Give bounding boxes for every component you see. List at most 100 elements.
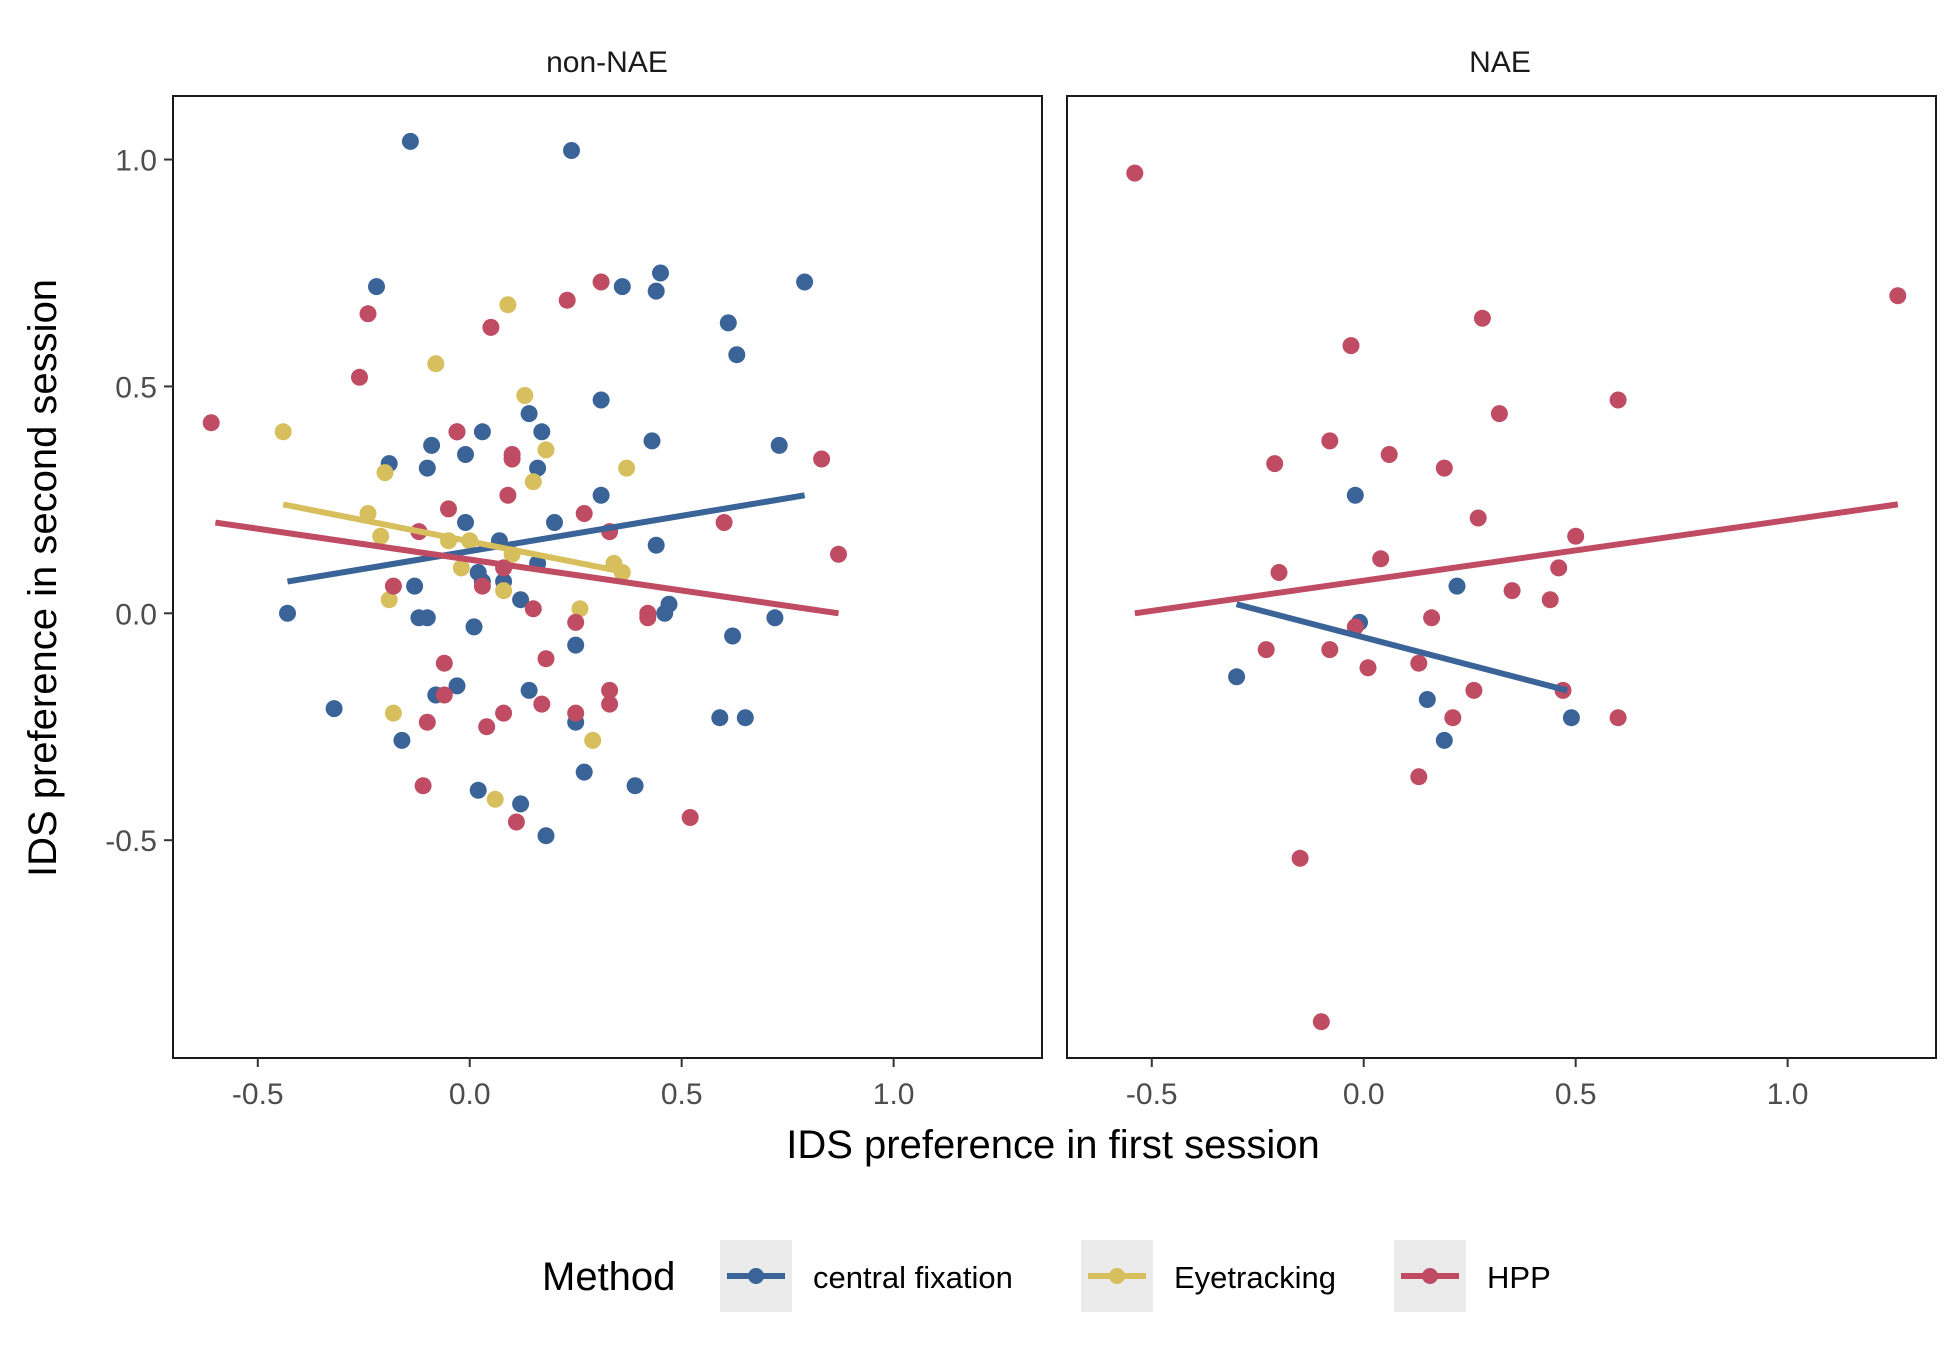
non-nae-eyetracking-point-15 bbox=[537, 441, 555, 459]
non-nae-hpp-point-10 bbox=[448, 423, 466, 441]
nae-central-fixation-point-6 bbox=[1562, 709, 1580, 727]
non-nae-hpp-point-27 bbox=[592, 273, 610, 291]
non-nae-hpp-fit-line bbox=[214, 519, 839, 617]
nae-hpp-fit-line bbox=[1134, 501, 1899, 617]
nae-hpp-point-2 bbox=[1266, 455, 1284, 473]
non-nae-hpp-point-12 bbox=[478, 718, 496, 736]
nae-hpp-point-0 bbox=[1126, 164, 1144, 182]
non-nae-hpp-point-9 bbox=[440, 500, 457, 518]
nae-hpp-point-8 bbox=[1342, 337, 1360, 355]
non-nae-central-fixation-point-14 bbox=[457, 514, 474, 531]
nae-x-tick-label-3: 1.0 bbox=[1767, 1078, 1809, 1111]
non-nae-central-fixation-point-51 bbox=[766, 609, 784, 627]
nae-central-fixation-point-4 bbox=[1435, 731, 1453, 749]
non-nae-central-fixation-point-29 bbox=[533, 423, 551, 441]
non-nae-central-fixation-point-18 bbox=[469, 781, 487, 799]
non-nae-hpp-point-11 bbox=[473, 577, 491, 595]
non-nae-central-fixation-fit-line bbox=[286, 492, 806, 585]
non-nae-hpp-point-8 bbox=[435, 686, 453, 704]
panel-nae bbox=[1066, 95, 1937, 1059]
nae-central-fixation-fit-line bbox=[1235, 601, 1568, 694]
non-nae-central-fixation-point-40 bbox=[643, 432, 661, 450]
legend-item-eyetracking: Eyetracking bbox=[1081, 1240, 1336, 1312]
nae-hpp-point-7 bbox=[1321, 641, 1339, 659]
non-nae-central-fixation-point-16 bbox=[465, 618, 483, 636]
non-nae-hpp-point-1 bbox=[351, 368, 368, 386]
non-nae-central-fixation-point-48 bbox=[724, 627, 742, 645]
nae-hpp-point-24 bbox=[1550, 559, 1568, 577]
non-nae-central-fixation-point-15 bbox=[457, 446, 474, 463]
non-nae-central-fixation-point-1 bbox=[325, 700, 343, 718]
non-nae-central-fixation-point-46 bbox=[711, 709, 729, 727]
non-nae-hpp-point-22 bbox=[537, 650, 555, 668]
legend-item-central-fixation: central fixation bbox=[720, 1240, 1013, 1312]
nae-hpp-point-16 bbox=[1435, 459, 1453, 477]
legend-key-dot-eyetracking bbox=[1109, 1268, 1125, 1284]
legend-title: Method bbox=[542, 1255, 675, 1299]
non-nae-hpp-point-30 bbox=[601, 695, 619, 713]
non-nae-hpp-point-14 bbox=[495, 704, 513, 722]
non-nae-hpp-point-3 bbox=[384, 577, 402, 595]
non-nae-central-fixation-point-47 bbox=[719, 314, 737, 332]
non-nae-central-fixation-point-5 bbox=[401, 132, 419, 150]
y-axis-title: IDS preference in second session bbox=[21, 279, 65, 877]
nae-hpp-point-1 bbox=[1257, 641, 1275, 659]
non-nae-eyetracking-point-16 bbox=[571, 600, 589, 618]
non-nae-central-fixation-point-24 bbox=[512, 795, 530, 813]
y-axis: -0.5 0.0 0.5 1.0 bbox=[105, 145, 173, 858]
non-nae-hpp-point-26 bbox=[575, 505, 593, 522]
non-nae-central-fixation-point-52 bbox=[770, 436, 788, 454]
non-nae-eyetracking-point-20 bbox=[618, 459, 636, 477]
panel-title-non-nae: non-NAE bbox=[546, 46, 668, 79]
non-nae-eyetracking-point-4 bbox=[380, 591, 398, 609]
non-nae-central-fixation-point-50 bbox=[736, 709, 754, 727]
nae-panel-border bbox=[1066, 95, 1937, 1059]
x-axis-title: IDS preference in first session bbox=[786, 1123, 1320, 1167]
nae-hpp-point-6 bbox=[1321, 432, 1339, 450]
nae-hpp-point-15 bbox=[1423, 609, 1441, 627]
non-nae-eyetracking-point-17 bbox=[584, 731, 602, 749]
nae-hpp-point-14 bbox=[1410, 768, 1428, 786]
non-nae-eyetracking-point-0 bbox=[274, 423, 292, 441]
non-nae-central-fixation-point-13 bbox=[448, 677, 466, 695]
non-nae-central-fixation-point-37 bbox=[592, 486, 610, 504]
nae-hpp-point-22 bbox=[1503, 582, 1521, 600]
non-nae-hpp-point-34 bbox=[715, 514, 733, 531]
nae-hpp-point-29 bbox=[1889, 287, 1907, 305]
legend-key-dot-central-fixation bbox=[748, 1268, 764, 1284]
non-nae-hpp-point-29 bbox=[601, 681, 619, 699]
legend-label-central-fixation: central fixation bbox=[813, 1260, 1013, 1295]
non-nae-central-fixation-point-4 bbox=[393, 731, 411, 749]
non-nae-central-fixation-point-6 bbox=[406, 577, 424, 595]
non-nae-central-fixation-point-0 bbox=[279, 604, 296, 622]
non-nae-hpp-point-25 bbox=[567, 704, 585, 722]
non-nae-central-fixation-point-9 bbox=[418, 609, 436, 627]
nae-x-tick-label-0: -0.5 bbox=[1126, 1078, 1178, 1111]
non-nae-hpp-point-16 bbox=[499, 486, 517, 504]
nae-central-fixation-point-5 bbox=[1448, 577, 1466, 595]
legend: Method central fixation Eyetracking HPP bbox=[542, 1240, 1551, 1312]
panel-non-nae bbox=[172, 95, 1043, 1059]
nae-hpp-point-27 bbox=[1609, 709, 1627, 727]
non-nae-hpp-point-21 bbox=[533, 695, 551, 713]
legend-label-eyetracking: Eyetracking bbox=[1174, 1260, 1336, 1295]
non-nae-x-tick-label-3: 1.0 bbox=[873, 1078, 915, 1111]
non-nae-eyetracking-point-14 bbox=[524, 473, 542, 491]
nae-hpp-point-28 bbox=[1609, 391, 1627, 409]
non-nae-eyetracking-point-6 bbox=[427, 355, 445, 373]
non-nae-hpp-point-18 bbox=[503, 446, 521, 463]
non-nae-x-tick-label-1: 0.0 bbox=[449, 1078, 491, 1111]
nae-hpp-point-12 bbox=[1380, 446, 1398, 463]
nae-hpp-point-4 bbox=[1291, 849, 1309, 867]
nae-hpp-point-5 bbox=[1312, 1013, 1330, 1031]
panel-title-nae: NAE bbox=[1469, 46, 1531, 79]
nae-hpp-point-3 bbox=[1270, 564, 1288, 581]
non-nae-central-fixation-point-45 bbox=[660, 595, 678, 613]
nae-x-tick-label-2: 0.5 bbox=[1555, 1078, 1597, 1111]
non-nae-central-fixation-point-10 bbox=[423, 436, 441, 454]
non-nae-central-fixation-point-26 bbox=[520, 681, 538, 699]
non-nae-eyetracking-point-10 bbox=[495, 582, 513, 600]
non-nae-central-fixation-point-49 bbox=[728, 346, 746, 364]
non-nae-central-fixation-point-25 bbox=[520, 405, 538, 423]
